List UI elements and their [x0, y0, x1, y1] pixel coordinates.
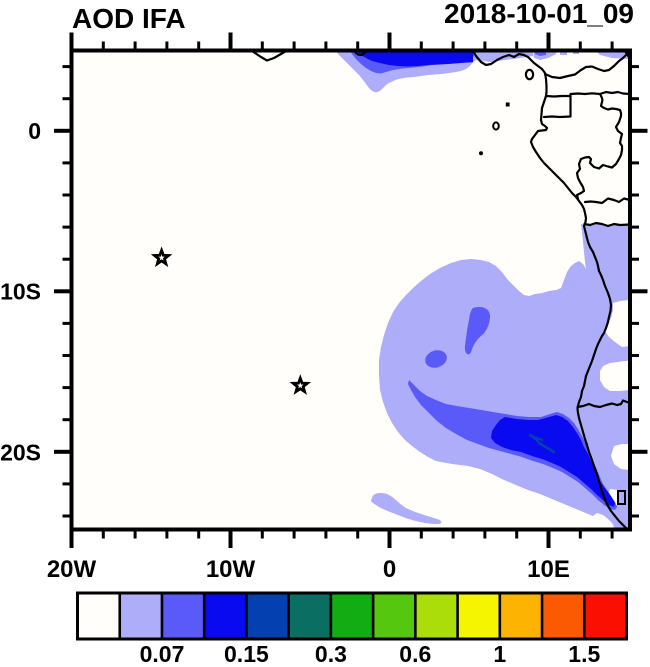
svg-text:10W: 10W — [206, 556, 256, 583]
svg-text:0: 0 — [383, 556, 396, 583]
svg-text:20S: 20S — [0, 439, 41, 465]
svg-text:1.5: 1.5 — [568, 641, 600, 667]
svg-text:0.15: 0.15 — [224, 641, 269, 667]
svg-text:0.6: 0.6 — [399, 641, 431, 667]
svg-text:0: 0 — [28, 118, 41, 144]
svg-text:0.07: 0.07 — [140, 641, 185, 667]
svg-text:AOD IFA: AOD IFA — [72, 3, 186, 34]
svg-text:0.3: 0.3 — [315, 641, 347, 667]
svg-text:20W: 20W — [47, 556, 97, 583]
svg-text:10S: 10S — [0, 279, 41, 305]
svg-text:2018-10-01_09: 2018-10-01_09 — [444, 0, 634, 29]
svg-text:1: 1 — [493, 641, 506, 667]
svg-text:10E: 10E — [527, 556, 570, 583]
